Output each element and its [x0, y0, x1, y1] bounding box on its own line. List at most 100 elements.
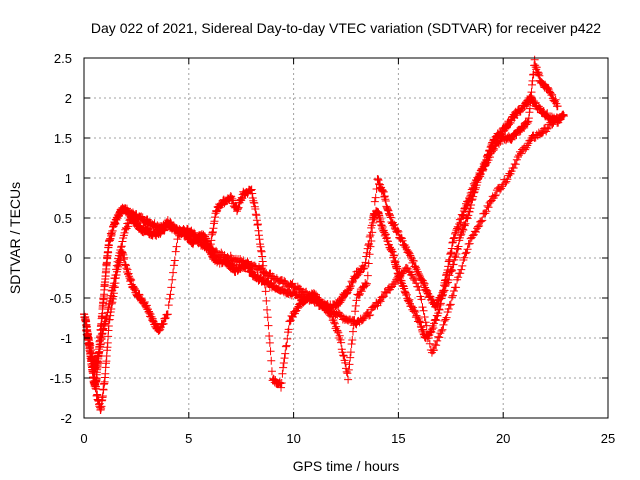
data-point [520, 123, 529, 132]
data-point [532, 63, 541, 72]
data-point [263, 305, 272, 314]
data-point [462, 213, 471, 222]
data-point [381, 229, 390, 238]
data-point [544, 123, 553, 132]
data-point [333, 327, 342, 336]
data-point [122, 264, 131, 273]
data-point [286, 316, 295, 325]
data-point [262, 296, 271, 305]
data-point [209, 224, 218, 233]
data-point [380, 228, 389, 237]
data-point [442, 313, 451, 322]
data-point [418, 303, 427, 312]
data-point [527, 88, 536, 97]
data-point [548, 120, 557, 129]
data-point [450, 251, 459, 260]
data-point [253, 220, 262, 229]
data-point [124, 270, 133, 279]
data-point [103, 312, 112, 321]
data-point [208, 227, 217, 236]
data-point [165, 294, 174, 303]
data-point [169, 261, 178, 270]
data-point [408, 270, 417, 279]
y-tick-label: 1.5 [54, 131, 72, 146]
data-point [456, 231, 465, 240]
data-point [427, 325, 436, 334]
data-point [432, 316, 441, 325]
data-point [167, 283, 176, 292]
data-point [164, 301, 173, 310]
data-point [99, 324, 108, 333]
data-point [253, 220, 262, 229]
data-point [233, 205, 242, 214]
data-point [348, 327, 357, 336]
data-point [366, 242, 375, 251]
data-point [342, 289, 351, 298]
data-point [288, 313, 297, 322]
data-point [476, 217, 485, 226]
data-point [424, 334, 433, 343]
data-point [433, 336, 442, 345]
data-point [410, 306, 419, 315]
data-point [207, 236, 216, 245]
data-point [449, 260, 458, 269]
data-point [277, 379, 286, 388]
data-point [490, 191, 499, 200]
data-point [435, 333, 444, 342]
data-point [343, 369, 352, 378]
data-point [409, 274, 418, 283]
data-point [357, 287, 366, 296]
data-point [117, 243, 126, 252]
data-point [267, 367, 276, 376]
data-point [481, 209, 490, 218]
data-point [383, 205, 392, 214]
data-point [446, 267, 455, 276]
data-point [166, 290, 175, 299]
data-point [449, 234, 458, 243]
data-point [437, 327, 446, 336]
data-point [147, 312, 156, 321]
data-point [524, 114, 533, 123]
data-point [243, 257, 252, 266]
data-point [477, 217, 486, 226]
data-point [473, 178, 482, 187]
data-point [471, 185, 480, 194]
data-point [363, 271, 372, 280]
data-point [412, 279, 421, 288]
data-point [288, 279, 297, 288]
data-point [497, 184, 506, 193]
data-point [456, 269, 465, 278]
data-point [489, 146, 498, 155]
data-point [425, 339, 434, 348]
data-point [92, 385, 101, 394]
data-point [415, 317, 424, 326]
data-point [402, 263, 411, 272]
data-point [553, 102, 562, 111]
data-point [425, 328, 434, 337]
data-point [169, 221, 178, 230]
data-point [525, 104, 534, 113]
data-point [454, 223, 463, 232]
data-point [509, 163, 518, 172]
data-point [448, 291, 457, 300]
data-point [405, 295, 414, 304]
data-point [362, 281, 371, 290]
y-tick-label: -1.5 [50, 371, 72, 386]
data-point [122, 224, 131, 233]
data-point [352, 296, 361, 305]
data-point [422, 286, 431, 295]
data-point [474, 174, 483, 183]
data-point [375, 179, 384, 188]
data-point [481, 162, 490, 171]
data-point [279, 363, 288, 372]
data-point [281, 342, 290, 351]
data-point [255, 235, 264, 244]
data-point [258, 252, 267, 261]
data-point [327, 304, 336, 313]
data-point [431, 315, 440, 324]
data-point [265, 332, 274, 341]
data-point [351, 301, 360, 310]
data-point [227, 192, 236, 201]
data-point [252, 211, 261, 220]
data-point [482, 207, 491, 216]
